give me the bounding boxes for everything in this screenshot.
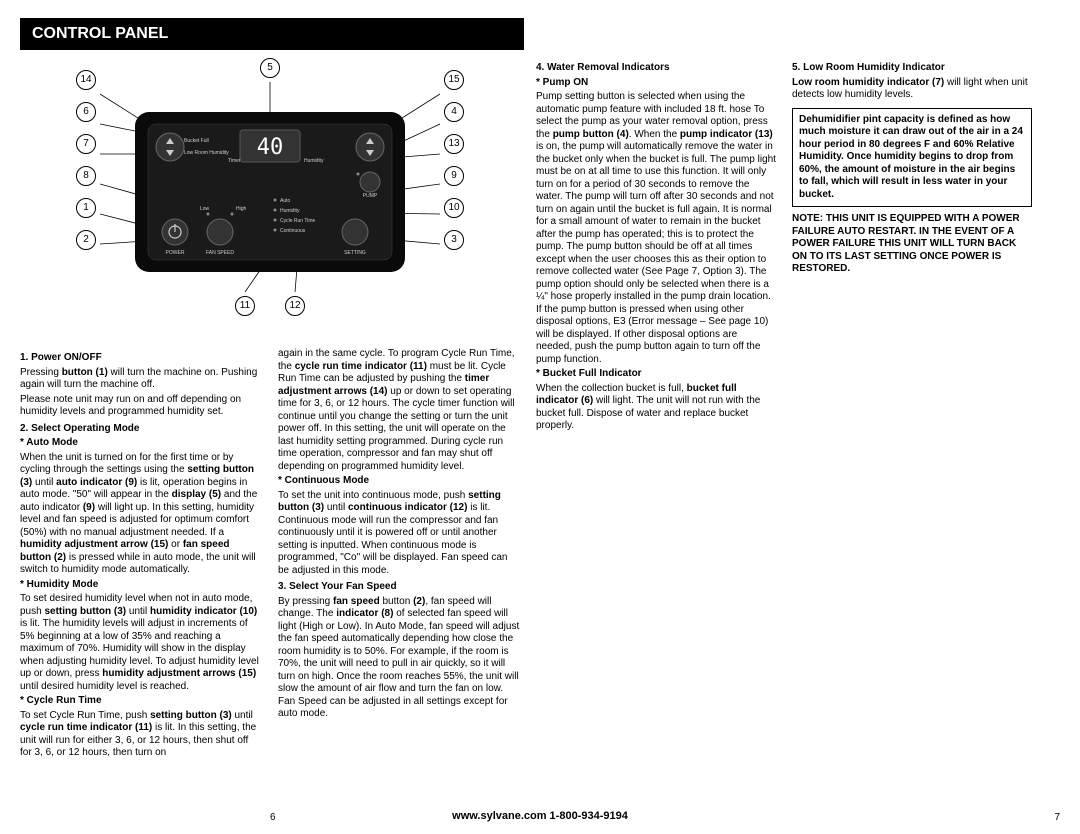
callout-11: 11 bbox=[235, 296, 255, 316]
s2-auto-body: When the unit is turned on for the first… bbox=[20, 452, 262, 577]
left-block: 14 6 7 8 1 2 5 bbox=[20, 58, 520, 762]
svg-text:Timer: Timer bbox=[228, 158, 241, 164]
callouts-bottom: 11 12 bbox=[235, 296, 305, 316]
svg-text:FAN SPEED: FAN SPEED bbox=[206, 250, 234, 256]
callout-2: 2 bbox=[76, 230, 96, 250]
s5-body: Low room humidity indicator (7) will lig… bbox=[792, 77, 1032, 102]
s2-humidity-body: To set desired humidity level when not i… bbox=[20, 593, 262, 693]
s1-body2: Please note unit may run on and off depe… bbox=[20, 394, 262, 419]
s4-sub-bucket: * Bucket Full Indicator bbox=[536, 368, 776, 381]
content-area: 14 6 7 8 1 2 5 bbox=[20, 58, 1060, 762]
callout-6: 6 bbox=[76, 102, 96, 122]
page-number-right: 7 bbox=[1054, 812, 1060, 825]
svg-text:POWER: POWER bbox=[166, 250, 185, 256]
callout-9: 9 bbox=[444, 166, 464, 186]
callout-14: 14 bbox=[76, 70, 96, 90]
callout-1: 1 bbox=[76, 198, 96, 218]
svg-text:PUMP: PUMP bbox=[363, 193, 378, 199]
control-panel-diagram: 14 6 7 8 1 2 5 bbox=[20, 58, 520, 338]
s3-title: 3. Select Your Fan Speed bbox=[278, 581, 520, 594]
callout-7: 7 bbox=[76, 134, 96, 154]
page: CONTROL PANEL 14 6 7 8 1 2 5 bbox=[0, 0, 1080, 834]
text-col-4: 5. Low Room Humidity Indicator Low room … bbox=[792, 58, 1032, 762]
callout-3: 3 bbox=[444, 230, 464, 250]
callout-15: 15 bbox=[444, 70, 464, 90]
s4-sub-pump: * Pump ON bbox=[536, 77, 776, 90]
callout-8: 8 bbox=[76, 166, 96, 186]
svg-text:Humidity: Humidity bbox=[304, 158, 324, 164]
s5-title: 5. Low Room Humidity Indicator bbox=[792, 62, 1032, 75]
callout-5: 5 bbox=[260, 58, 280, 78]
footer: www.sylvane.com 1-800-934-9194 bbox=[0, 810, 1080, 824]
svg-text:Low Room Humidity: Low Room Humidity bbox=[184, 150, 229, 156]
s1-title: 1. Power ON/OFF bbox=[20, 352, 262, 365]
svg-text:40: 40 bbox=[257, 135, 284, 160]
s2-sub-humidity: * Humidity Mode bbox=[20, 579, 262, 592]
callout-12: 12 bbox=[285, 296, 305, 316]
s4-title: 4. Water Removal Indicators bbox=[536, 62, 776, 75]
panel-center: 5 bbox=[100, 58, 440, 316]
left-text-columns: 1. Power ON/OFF Pressing button (1) will… bbox=[20, 348, 520, 762]
capacity-box: Dehumidifier pint capacity is defined as… bbox=[792, 108, 1032, 208]
svg-text:SETTING: SETTING bbox=[344, 250, 366, 256]
panel-svg: 40 Bucket Full Low Room Humidity Timer H… bbox=[100, 82, 440, 292]
s4-pump-body: Pump setting button is selected when usi… bbox=[536, 91, 776, 366]
power-failure-note: NOTE: THIS UNIT IS EQUIPPED WITH A POWER… bbox=[792, 213, 1032, 276]
callout-10: 10 bbox=[444, 198, 464, 218]
callouts-left: 14 6 7 8 1 2 bbox=[66, 58, 100, 250]
text-col-1: 1. Power ON/OFF Pressing button (1) will… bbox=[20, 348, 262, 762]
s2-sub-auto: * Auto Mode bbox=[20, 437, 262, 450]
s1-body: Pressing button (1) will turn the machin… bbox=[20, 367, 262, 392]
callouts-right: 15 4 13 9 10 3 bbox=[440, 58, 474, 250]
s2-title: 2. Select Operating Mode bbox=[20, 423, 262, 436]
s2-sub-cycle: * Cycle Run Time bbox=[20, 695, 262, 708]
svg-text:Low: Low bbox=[200, 206, 210, 212]
callout-4: 4 bbox=[444, 102, 464, 122]
col2-continuous-body: To set the unit into continuous mode, pu… bbox=[278, 490, 520, 578]
text-col-2: again in the same cycle. To program Cycl… bbox=[278, 348, 520, 762]
svg-text:Continuous: Continuous bbox=[280, 228, 306, 234]
svg-text:Cycle Run Time: Cycle Run Time bbox=[280, 218, 316, 224]
s3-body: By pressing fan speed button (2), fan sp… bbox=[278, 596, 520, 721]
col2-sub-continuous: * Continuous Mode bbox=[278, 475, 520, 488]
col2-cycle-cont: again in the same cycle. To program Cycl… bbox=[278, 348, 520, 473]
s2-cycle-body: To set Cycle Run Time, push setting butt… bbox=[20, 710, 262, 760]
text-col-3: 4. Water Removal Indicators * Pump ON Pu… bbox=[536, 58, 776, 762]
s4-bucket-body: When the collection bucket is full, buck… bbox=[536, 383, 776, 433]
svg-text:Bucket Full: Bucket Full bbox=[184, 138, 209, 144]
callout-13: 13 bbox=[444, 134, 464, 154]
title-bar: CONTROL PANEL bbox=[20, 18, 524, 50]
svg-text:Auto: Auto bbox=[280, 198, 291, 204]
svg-text:High: High bbox=[236, 206, 247, 212]
svg-text:Humidity: Humidity bbox=[280, 208, 300, 214]
